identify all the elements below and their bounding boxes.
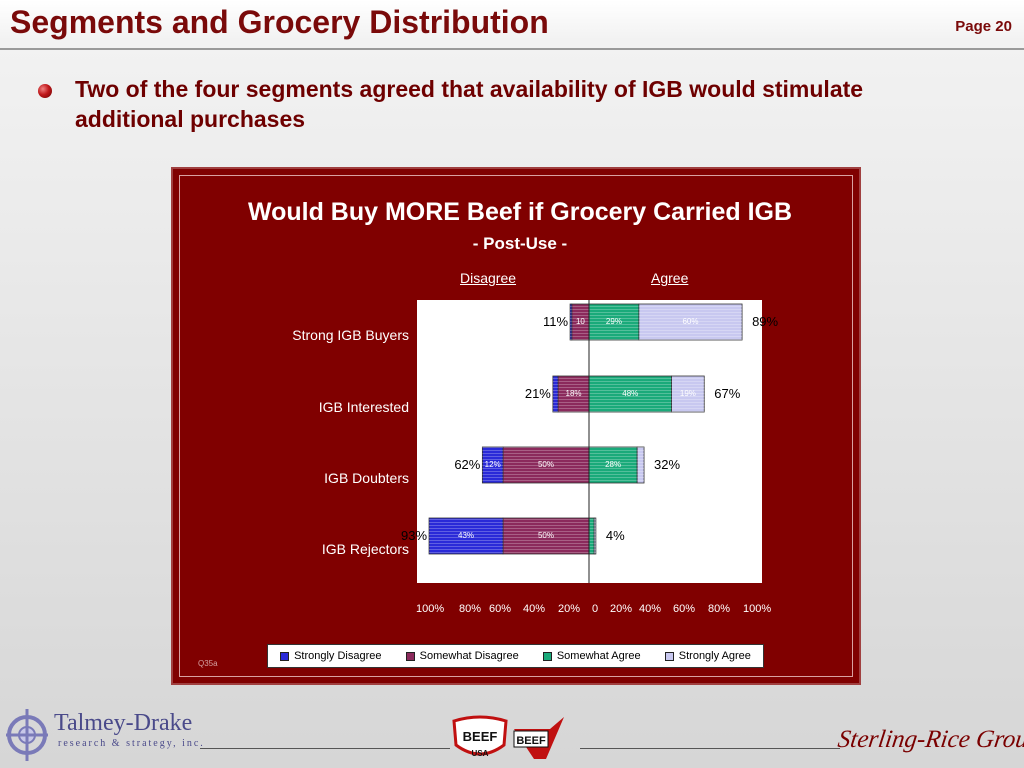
- x-tick-label: 40%: [522, 603, 546, 615]
- category-label-igb-rejectors: IGB Rejectors: [321, 541, 409, 557]
- legend-item-somewhat-disagree: Somewhat Disagree: [405, 650, 519, 662]
- chart-footnote: Q35a: [198, 659, 218, 668]
- x-tick-label: 100%: [416, 603, 445, 615]
- legend-label: Somewhat Disagree: [419, 650, 519, 662]
- category-label-igb-doubters: IGB Doubters: [324, 470, 409, 486]
- x-tick-label: 60%: [488, 603, 512, 615]
- category-label-strong-igb-buyers: Strong IGB Buyers: [292, 327, 409, 343]
- bullet-text: Two of the four segments agreed that ava…: [75, 76, 864, 132]
- agree-header: Agree: [651, 270, 689, 286]
- footer-divider-right: [580, 748, 840, 749]
- legend-swatch-strongly-agree: [664, 651, 674, 661]
- legend-label: Strongly Disagree: [294, 650, 382, 662]
- talmey-drake-tagline: research & strategy, inc.: [58, 738, 205, 749]
- x-tick-label: 20%: [557, 603, 581, 615]
- beef-logo-sub: USA: [472, 749, 489, 758]
- beef-logo-text: BEEF: [463, 729, 498, 744]
- plot-area: [417, 300, 762, 583]
- x-tick-label: 20%: [609, 603, 633, 615]
- legend-item-somewhat-agree: Somewhat Agree: [542, 650, 641, 662]
- chart-subtitle: - Post-Use -: [472, 234, 568, 253]
- title-bar: Segments and Grocery Distribution Page 2…: [0, 0, 1024, 50]
- legend-swatch-somewhat-disagree: [405, 651, 415, 661]
- x-tick-label: 100%: [743, 603, 772, 615]
- x-tick-label: 40%: [638, 603, 662, 615]
- sterling-rice-logo: Sterling-Rice Group: [836, 726, 1024, 753]
- legend-item-strongly-agree: Strongly Agree: [664, 650, 751, 662]
- x-tick-label: 80%: [458, 603, 482, 615]
- x-tick-label: 60%: [672, 603, 696, 615]
- beef-usa-logo-icon: BEEF USA: [452, 715, 508, 758]
- page-title: Segments and Grocery Distribution: [10, 4, 549, 40]
- chart-title: Would Buy MORE Beef if Grocery Carried I…: [247, 198, 793, 226]
- x-tick-label: 80%: [707, 603, 731, 615]
- beef-check-logo-icon: BEEF: [513, 717, 564, 759]
- chart-frame-border: [179, 175, 853, 677]
- page-number: Page 20: [955, 18, 1012, 35]
- talmey-drake-logo-text: Talmey-Drake: [54, 710, 193, 736]
- category-label-igb-interested: IGB Interested: [318, 399, 409, 415]
- beef-check-logo-text: BEEF: [516, 735, 546, 747]
- footer-divider-left: [200, 748, 450, 749]
- legend-label: Strongly Agree: [678, 650, 751, 662]
- legend-swatch-strongly-disagree: [280, 651, 290, 661]
- title-divider: [0, 48, 1024, 50]
- bullet-icon: [38, 84, 52, 98]
- legend-label: Somewhat Agree: [556, 650, 641, 662]
- disagree-header: Disagree: [460, 270, 517, 286]
- legend-swatch-somewhat-agree: [542, 651, 552, 661]
- legend-item-strongly-disagree: Strongly Disagree: [280, 650, 382, 662]
- x-tick-label: 0: [591, 603, 599, 615]
- chart-legend: Strongly Disagree Somewhat Disagree Some…: [267, 644, 764, 668]
- talmey-drake-logo-icon: [6, 709, 48, 761]
